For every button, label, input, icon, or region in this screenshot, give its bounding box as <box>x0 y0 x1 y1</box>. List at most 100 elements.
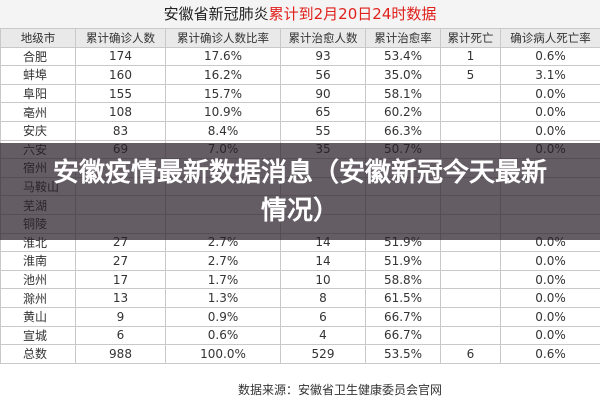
table-cell: 淮南 <box>0 251 76 271</box>
table-cell: 1.3% <box>165 288 281 308</box>
table-cell: 17 <box>75 269 166 290</box>
table-cell: 3.1% <box>500 65 600 85</box>
table-cell: 14 <box>280 251 366 271</box>
table-cell: 0.0% <box>500 102 600 122</box>
table-row: 总数 988 100.0% 529 53.5% 6 0.6% <box>0 344 600 364</box>
header-cell: 确诊病人死亡率 <box>500 28 600 48</box>
table-cell: 0.6% <box>500 46 600 67</box>
table-cell: 66.3% <box>365 120 441 141</box>
table-cell: 蚌埠 <box>0 65 76 85</box>
table-cell <box>440 120 501 141</box>
table-cell: 0.6% <box>500 344 600 364</box>
table-cell: 35.0% <box>365 65 441 85</box>
table-cell: 58.1% <box>365 83 441 104</box>
table-cell: 宣城 <box>0 325 76 346</box>
table-cell: 0.0% <box>500 325 600 346</box>
table-cell: 27 <box>75 251 166 271</box>
table-cell: 8 <box>280 288 366 308</box>
table-cell <box>440 251 501 271</box>
header-cell: 地级市 <box>0 28 76 48</box>
banner: 安徽疫情最新数据消息（安徽新冠今天最新情况） <box>0 143 600 240</box>
table-cell: 10 <box>280 269 366 290</box>
table-cell <box>440 83 501 104</box>
table-cell: 滁州 <box>0 288 76 308</box>
table-cell <box>440 325 501 346</box>
table-cell: 池州 <box>0 269 76 290</box>
table-row: 滁州 13 1.3% 8 61.5% 0.0% <box>0 288 600 308</box>
table-cell <box>440 306 501 327</box>
table-cell: 6 <box>75 325 166 346</box>
table-cell: 0.0% <box>500 269 600 290</box>
table-cell: 160 <box>75 65 166 85</box>
table-cell: 16.2% <box>165 65 281 85</box>
table-cell: 83 <box>75 120 166 141</box>
table-cell: 9 <box>75 306 166 327</box>
table-cell: 65 <box>280 102 366 122</box>
table-cell: 988 <box>75 344 166 364</box>
table-cell: 0.9% <box>165 306 281 327</box>
table-cell: 108 <box>75 102 166 122</box>
header-cell: 累计死亡 <box>440 28 501 48</box>
table-row: 黄山 9 0.9% 6 66.7% 0.0% <box>0 306 600 327</box>
table-row: 淮南 27 2.7% 14 51.9% 0.0% <box>0 251 600 271</box>
table-cell: 8.4% <box>165 120 281 141</box>
table-cell <box>440 269 501 290</box>
table-cell: 5 <box>440 65 501 85</box>
table-cell: 亳州 <box>0 102 76 122</box>
header-cell: 累计确诊人数 <box>75 28 166 48</box>
table-cell: 6 <box>280 306 366 327</box>
table-cell: 53.4% <box>365 46 441 67</box>
table-cell: 66.7% <box>365 306 441 327</box>
table-cell: 0.0% <box>500 83 600 104</box>
banner-text: 安徽疫情最新数据消息（安徽新冠今天最新情况） <box>52 157 547 226</box>
table-cell: 13 <box>75 288 166 308</box>
table-row: 亳州 108 10.9% 65 60.2% 0.0% <box>0 102 600 122</box>
header-cell: 累计治愈人数 <box>280 28 366 48</box>
table-cell: 155 <box>75 83 166 104</box>
title-main: 安徽省新冠肺炎 <box>163 5 269 23</box>
header-cell: 累计确诊人数比率 <box>165 28 281 48</box>
table-cell: 55 <box>280 120 366 141</box>
table-cell: 61.5% <box>365 288 441 308</box>
table-cell: 93 <box>280 46 366 67</box>
table-cell: 17.6% <box>165 46 281 67</box>
title-highlight: 累计到2月20日24时数据 <box>268 5 437 23</box>
table-cell: 51.9% <box>365 251 441 271</box>
table-cell: 黄山 <box>0 306 76 327</box>
table-cell: 4 <box>280 325 366 346</box>
title: 安徽省新冠肺炎累计到2月20日24时数据 <box>0 0 600 29</box>
table-cell: 合肥 <box>0 46 76 67</box>
table-row: 池州 17 1.7% 10 58.8% 0.0% <box>0 269 600 290</box>
table-cell: 6 <box>440 344 501 364</box>
table-cell: 58.8% <box>365 269 441 290</box>
table-cell <box>440 102 501 122</box>
table-cell: 0.0% <box>500 288 600 308</box>
table-cell: 90 <box>280 83 366 104</box>
table-cell: 安庆 <box>0 120 76 141</box>
header-row: 地级市 累计确诊人数 累计确诊人数比率 累计治愈人数 累计治愈率 累计死亡 确诊病人死亡率 <box>0 28 600 48</box>
table-row: 安庆 83 8.4% 55 66.3% 0.0% <box>0 120 600 141</box>
table-cell: 0.0% <box>500 251 600 271</box>
table-cell: 0.0% <box>500 120 600 141</box>
table-cell: 1 <box>440 46 501 67</box>
table-row: 宣城 6 0.6% 4 66.7% 0.0% <box>0 325 600 346</box>
source: 数据来源：安徽省卫生健康委员会官网 <box>237 383 442 397</box>
table-cell <box>440 288 501 308</box>
table-cell: 56 <box>280 65 366 85</box>
table-cell: 100.0% <box>165 344 281 364</box>
header-cell: 累计治愈率 <box>365 28 441 48</box>
table-row: 阜阳 155 15.7% 90 58.1% 0.0% <box>0 83 600 104</box>
table-cell: 0.6% <box>165 325 281 346</box>
table-cell: 2.7% <box>165 251 281 271</box>
table-row: 合肥 174 17.6% 93 53.4% 1 0.6% <box>0 46 600 67</box>
table-cell: 174 <box>75 46 166 67</box>
table-cell: 53.5% <box>365 344 441 364</box>
table-cell: 60.2% <box>365 102 441 122</box>
table-cell: 66.7% <box>365 325 441 346</box>
table-cell: 1.7% <box>165 269 281 290</box>
table-cell: 0.0% <box>500 306 600 327</box>
table-cell: 15.7% <box>165 83 281 104</box>
table-cell: 10.9% <box>165 102 281 122</box>
table-row: 蚌埠 160 16.2% 56 35.0% 5 3.1% <box>0 65 600 85</box>
